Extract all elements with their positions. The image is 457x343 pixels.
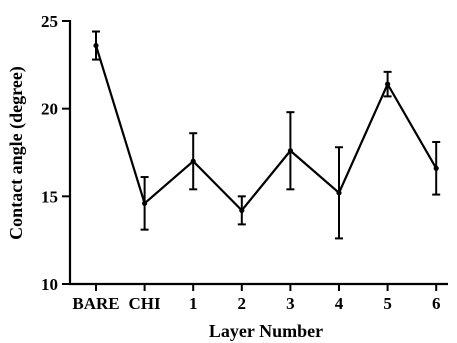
x-tick-label-3: 3 xyxy=(286,294,295,313)
y-tick-label-20: 20 xyxy=(41,100,58,119)
y-tick-label-15: 15 xyxy=(41,187,58,206)
y-axis-label: Contact angle (degree) xyxy=(6,66,27,240)
x-tick-label-4: 4 xyxy=(335,294,344,313)
x-tick-label-chi: CHI xyxy=(129,294,162,313)
data-point-4 xyxy=(287,148,293,154)
x-ticks: BARE CHI 1 2 3 4 5 6 xyxy=(72,284,440,313)
axes xyxy=(68,20,448,286)
x-tick-label-2: 2 xyxy=(238,294,247,313)
x-tick-label-bare: BARE xyxy=(72,294,119,313)
data-point-5 xyxy=(336,190,342,196)
data-point-7 xyxy=(433,165,439,171)
data-point-6 xyxy=(385,81,391,87)
data-point-1 xyxy=(142,200,148,206)
data-point-3 xyxy=(239,207,245,213)
data-point-0 xyxy=(93,42,99,49)
x-tick-label-1: 1 xyxy=(189,294,198,313)
x-tick-label-6: 6 xyxy=(432,294,441,313)
data-point-2 xyxy=(190,158,196,164)
y-ticks: 10 15 20 25 xyxy=(41,12,70,294)
error-bars xyxy=(92,30,441,240)
series-line xyxy=(94,45,438,213)
y-tick-label-25: 25 xyxy=(41,12,58,31)
x-tick-label-5: 5 xyxy=(383,294,392,313)
x-axis-label: Layer Number xyxy=(209,321,323,341)
data-points xyxy=(93,42,439,213)
y-tick-label-10: 10 xyxy=(41,275,58,294)
